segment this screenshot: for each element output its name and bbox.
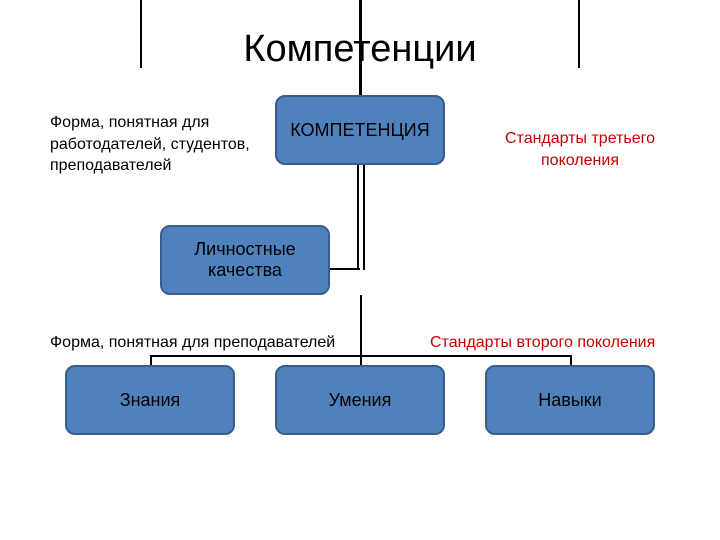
node-knowledge: Знания xyxy=(65,365,235,435)
node-personal-qualities: Личностные качества xyxy=(160,225,330,295)
line-root-down-a xyxy=(357,165,359,270)
line-top-left xyxy=(140,0,142,68)
node-competency: КОМПЕТЕНЦИЯ xyxy=(275,95,445,165)
line-top-center xyxy=(359,0,362,95)
line-top-right xyxy=(578,0,580,68)
line-root-down-b xyxy=(363,165,365,270)
node-skills: Умения xyxy=(275,365,445,435)
line-bottom-right xyxy=(570,355,572,365)
caption-standards-gen2: Стандарты второго поколения xyxy=(430,332,690,354)
line-bottom-left xyxy=(150,355,152,365)
line-to-personal xyxy=(330,268,360,270)
caption-form-employers: Форма, понятная для работодателей, студе… xyxy=(50,112,250,177)
caption-standards-gen3: Стандарты третьего поколения xyxy=(480,128,680,171)
node-abilities: Навыки xyxy=(485,365,655,435)
caption-form-teachers: Форма, понятная для преподавателей xyxy=(50,332,390,354)
line-bottom-h xyxy=(150,355,570,357)
